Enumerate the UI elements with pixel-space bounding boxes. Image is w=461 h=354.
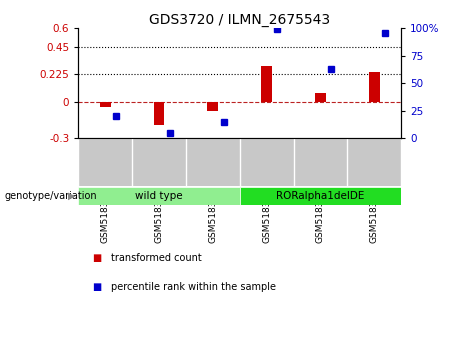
Text: ■: ■ bbox=[92, 282, 101, 292]
Bar bbox=[100, 102, 111, 107]
Title: GDS3720 / ILMN_2675543: GDS3720 / ILMN_2675543 bbox=[149, 13, 330, 27]
Text: wild type: wild type bbox=[135, 191, 183, 201]
Text: transformed count: transformed count bbox=[111, 253, 201, 263]
Text: ▶: ▶ bbox=[68, 191, 75, 201]
Bar bbox=[261, 65, 272, 102]
Bar bbox=[207, 102, 218, 112]
Text: ■: ■ bbox=[92, 253, 101, 263]
Bar bbox=[78, 187, 240, 205]
Text: percentile rank within the sample: percentile rank within the sample bbox=[111, 282, 276, 292]
Text: RORalpha1delDE: RORalpha1delDE bbox=[276, 191, 365, 201]
Bar bbox=[154, 102, 165, 125]
Bar bbox=[315, 93, 326, 102]
Bar bbox=[369, 72, 379, 102]
Text: genotype/variation: genotype/variation bbox=[5, 191, 97, 201]
Bar bbox=[240, 187, 401, 205]
